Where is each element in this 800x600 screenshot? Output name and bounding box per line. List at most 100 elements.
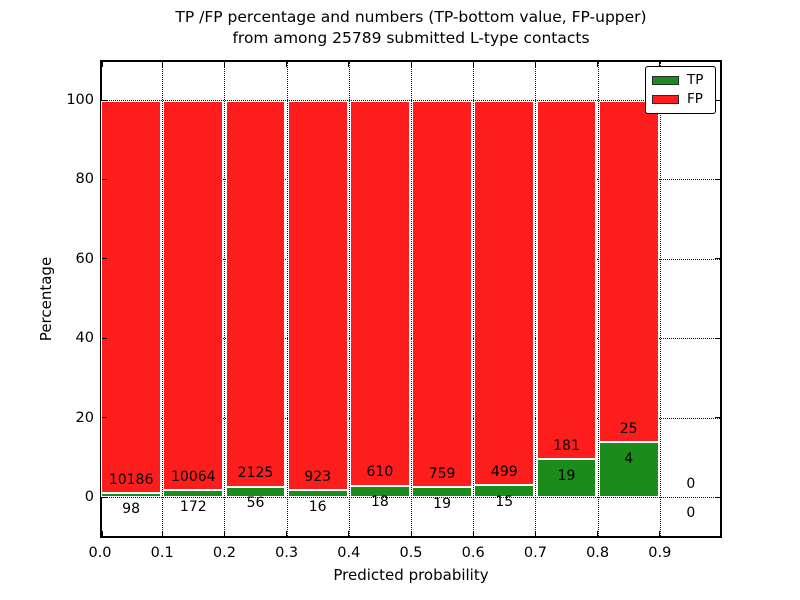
fp-count-label: 759 bbox=[428, 465, 456, 482]
y-tick-mark-left bbox=[102, 337, 107, 339]
x-tick-mark-bottom bbox=[348, 531, 350, 536]
x-gridline bbox=[411, 62, 412, 536]
tp-count-label: 0 bbox=[686, 505, 696, 522]
x-gridline bbox=[286, 62, 288, 536]
tp-count-label: 19 bbox=[433, 495, 452, 512]
x-tick-mark-top bbox=[223, 62, 225, 67]
x-gridline bbox=[348, 62, 350, 536]
bar-fp-segment bbox=[536, 101, 597, 460]
legend-swatch bbox=[652, 95, 679, 104]
tp-count-label: 56 bbox=[246, 495, 265, 512]
tp-count-label: 98 bbox=[122, 501, 141, 518]
legend-entry-label: FP bbox=[687, 91, 703, 107]
x-tick-mark-bottom bbox=[102, 531, 103, 536]
x-gridline bbox=[473, 62, 475, 536]
fp-count-label: 25 bbox=[619, 420, 638, 437]
x-tick-mark-bottom bbox=[161, 531, 163, 536]
tp-count-label: 18 bbox=[370, 493, 389, 510]
x-tick-mark-bottom bbox=[286, 531, 288, 536]
x-tick-label: 0.9 bbox=[648, 545, 672, 561]
bar-tp-segment bbox=[536, 459, 597, 497]
fp-count-label: 610 bbox=[366, 464, 394, 481]
bar-tp-segment bbox=[350, 485, 410, 497]
x-tick-label: 0.2 bbox=[212, 545, 236, 561]
bar-fp-segment bbox=[598, 101, 659, 443]
bar-tp-segment bbox=[163, 490, 224, 497]
bar-tp-segment bbox=[225, 486, 286, 497]
y-tick-label: 60 bbox=[75, 250, 94, 267]
y-tick-mark-left bbox=[102, 496, 107, 498]
bar-fp-segment bbox=[225, 101, 286, 487]
chart-title-line2: from among 25789 submitted L-type contac… bbox=[232, 29, 590, 47]
x-tick-mark-top bbox=[472, 62, 474, 67]
bar-fp-segment bbox=[163, 101, 224, 491]
tp-count-label: 19 bbox=[557, 467, 576, 484]
tp-count-label: 172 bbox=[179, 498, 207, 515]
x-tick-mark-bottom bbox=[223, 531, 225, 536]
x-tick-label: 0.3 bbox=[275, 545, 299, 561]
x-gridline bbox=[224, 62, 226, 536]
x-gridline bbox=[659, 62, 661, 536]
bar-fp-segment bbox=[412, 101, 472, 488]
x-tick-label: 0.6 bbox=[461, 545, 485, 561]
legend-entry-label: TP bbox=[687, 72, 704, 88]
y-tick-mark-right bbox=[715, 337, 720, 339]
x-tick-mark-top bbox=[286, 62, 288, 67]
y-tick-label: 40 bbox=[75, 330, 94, 347]
bar-tp-segment bbox=[101, 493, 161, 497]
x-tick-label: 0.8 bbox=[586, 545, 610, 561]
bar-tp-segment bbox=[598, 442, 659, 497]
fp-count-label: 181 bbox=[553, 437, 580, 454]
y-tick-label: 20 bbox=[75, 409, 94, 426]
x-tick-mark-top bbox=[161, 62, 163, 67]
bar-tp-segment bbox=[412, 487, 472, 497]
x-tick-mark-bottom bbox=[597, 531, 599, 536]
x-tick-mark-bottom bbox=[472, 531, 474, 536]
x-tick-mark-bottom bbox=[410, 531, 412, 536]
x-axis-label: Predicted probability bbox=[333, 566, 489, 584]
tp-count-label: 15 bbox=[495, 493, 514, 510]
bar-tp-segment bbox=[474, 485, 535, 497]
x-tick-mark-bottom bbox=[659, 531, 661, 536]
legend-entry: FP bbox=[652, 90, 709, 109]
x-tick-mark-top bbox=[410, 62, 412, 67]
fp-count-label: 10186 bbox=[108, 471, 154, 488]
y-tick-mark-right bbox=[715, 178, 720, 180]
y-tick-mark-left bbox=[102, 417, 107, 419]
x-tick-label: 0.5 bbox=[399, 545, 423, 561]
x-tick-label: 0.1 bbox=[150, 545, 174, 561]
x-tick-mark-top bbox=[659, 62, 661, 67]
fp-count-label: 2125 bbox=[237, 465, 274, 482]
y-tick-mark-left bbox=[102, 258, 107, 260]
legend-swatch bbox=[652, 76, 679, 85]
plot-area: 10186 98 10064 172 2125 56 923 16 610 18 759 19 499 1… bbox=[100, 60, 722, 538]
y-tick-mark-right bbox=[715, 417, 720, 419]
chart-title: TP /FP percentage and numbers (TP-bottom… bbox=[100, 7, 722, 49]
legend-entry: TP bbox=[652, 71, 709, 90]
tp-count-label: 16 bbox=[308, 498, 327, 515]
y-axis-label: Percentage bbox=[37, 256, 55, 342]
x-tick-label: 0.4 bbox=[337, 545, 361, 561]
x-tick-mark-bottom bbox=[534, 531, 536, 536]
x-gridline bbox=[597, 62, 599, 536]
x-tick-mark-top bbox=[348, 62, 350, 67]
tp-count-label: 4 bbox=[624, 450, 634, 467]
fp-count-label: 0 bbox=[686, 475, 696, 492]
y-tick-mark-left bbox=[102, 178, 107, 180]
y-tick-mark-right bbox=[715, 496, 720, 498]
fp-count-label: 499 bbox=[490, 463, 518, 480]
x-tick-label: 0.7 bbox=[523, 545, 547, 561]
x-gridline bbox=[162, 62, 164, 536]
legend: TP FP bbox=[645, 66, 716, 114]
y-tick-label: 0 bbox=[84, 489, 94, 505]
bar-fp-segment bbox=[350, 101, 410, 486]
bar-fp-segment bbox=[474, 101, 535, 486]
x-tick-label: 0.0 bbox=[88, 545, 112, 561]
x-tick-mark-top bbox=[102, 62, 103, 67]
bar-fp-segment bbox=[287, 101, 348, 491]
x-gridline bbox=[535, 62, 537, 536]
chart-title-line1: TP /FP percentage and numbers (TP-bottom… bbox=[175, 8, 647, 26]
bar-tp-segment bbox=[287, 490, 348, 497]
y-tick-mark-left bbox=[102, 99, 107, 101]
